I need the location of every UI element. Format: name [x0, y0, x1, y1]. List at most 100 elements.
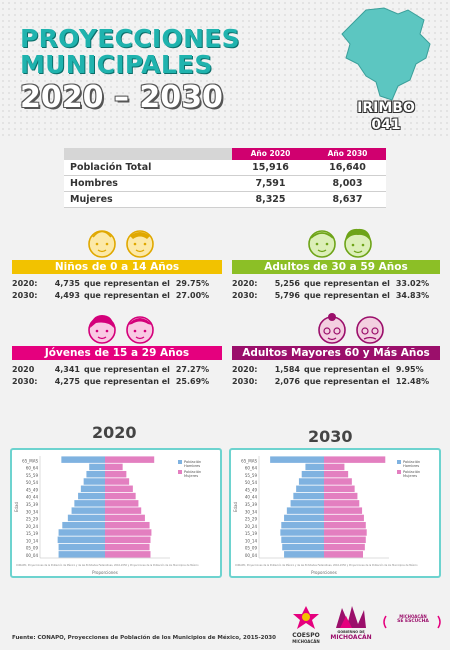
page-title: PROYECCIONES MUNICIPALES 2020 – 2030: [20, 26, 240, 116]
bar-men-50_54: [298, 478, 324, 485]
tick-label-60_64: 60_64: [245, 466, 258, 471]
pyramid-title-2020: 2020: [92, 423, 137, 442]
bar-women-00_04: [105, 551, 151, 558]
bar-women-30_34: [105, 507, 142, 514]
pyramid-chart-2030: Edad 00_04 05_09 10_14 15_19 20_24 25_29 30_34 3…: [229, 448, 441, 578]
bar-men-35_39: [290, 500, 324, 507]
list-item: 2020: 5,256 que representan el 33.02%: [232, 279, 430, 288]
list-item: 2030: 5,796 que representan el 34.83%: [232, 291, 430, 300]
list-item: 2020: 1,584 que representan el 9.95%: [232, 365, 424, 374]
elders-faces-icon: [318, 313, 384, 344]
group-adults: Adultos de 30 a 59 Años 2020: 5,256 que …: [232, 260, 440, 302]
bar-men-10_14: [281, 536, 324, 544]
pyramid-title-2030: 2030: [308, 427, 353, 446]
tick-label-40_44: 40_44: [245, 495, 258, 500]
legend-men: Población: [403, 460, 420, 464]
tick-label-50_54: 50_54: [245, 480, 258, 485]
tick-label-30_34: 30_34: [245, 509, 258, 514]
list-item: 2030: 4,493 que representan el 27.00%: [12, 291, 210, 300]
bar-women-10_14: [105, 536, 151, 544]
bar-women-05_09: [105, 543, 150, 551]
tick-label-35_39: 35_39: [245, 502, 258, 507]
bar-women-35_39: [105, 500, 139, 507]
list-item: 2020: 4,735 que representan el 29.75%: [12, 279, 210, 288]
pyramid-chart-2020: Edad 00_04 05_09 10_14 15_19 20_24 25_29 30_34 3…: [10, 448, 222, 578]
tick-label-00_04: 00_04: [245, 553, 258, 558]
row-label: Población Total: [70, 162, 152, 173]
bar-women-00_04: [324, 551, 363, 558]
bar-women-15_19: [105, 529, 152, 536]
tick-label-50_54: 50_54: [26, 480, 39, 485]
tick-label-15_19: 15_19: [245, 531, 258, 536]
gobierno-michoacan-logo-icon: [336, 606, 366, 628]
tick-label-60_64: 60_64: [26, 466, 39, 471]
list-item: 2030: 4,275 que representan el 25.69%: [12, 377, 210, 386]
tick-label-40_44: 40_44: [26, 495, 39, 500]
legend-women: Población: [184, 470, 201, 474]
tick-label-65_MAS: 65_MAS: [22, 458, 38, 463]
source-footer: Fuente: CONAPO, Proyecciones de Població…: [12, 635, 276, 641]
tick-label-20_24: 20_24: [245, 524, 258, 529]
bar-men-25_29: [67, 514, 105, 522]
row-value-2030: 8,003: [332, 178, 363, 189]
legend-swatch-men: [397, 460, 401, 464]
bar-men-15_19: [280, 529, 324, 536]
bar-men-40_44: [78, 492, 105, 500]
tick-label-55_59: 55_59: [245, 473, 258, 478]
bar-women-55_59: [324, 470, 349, 478]
municipality-label: IRIMBO 041: [336, 100, 436, 134]
row-value-2020: 15,916: [252, 162, 289, 173]
group-title: Adultos Mayores 60 y Más Años: [232, 346, 440, 360]
legend-swatch-women: [178, 470, 182, 474]
bar-women-20_24: [324, 521, 366, 529]
group-kids: Niños de 0 a 14 Años 2020: 4,735 que rep…: [12, 260, 222, 302]
children-faces-icon: [88, 230, 154, 258]
tick-label-05_09: 05_09: [26, 546, 39, 551]
bar-women-45_49: [105, 485, 133, 493]
tick-label-25_29: 25_29: [245, 517, 258, 522]
row-value-2020: 7,591: [255, 178, 286, 189]
bar-women-65_MAS: [324, 456, 386, 463]
bar-women-55_59: [105, 470, 127, 478]
bar-men-60_64: [89, 463, 105, 471]
y-axis-label: Edad: [233, 502, 238, 513]
bar-men-30_34: [286, 507, 324, 514]
bar-women-40_44: [105, 492, 136, 500]
bar-men-25_29: [284, 514, 324, 522]
bar-women-65_MAS: [105, 456, 155, 463]
pyramid-svg-2030: Edad 00_04 05_09 10_14 15_19 20_24 25_29 30_34 3…: [233, 456, 420, 575]
legend-women-2: Mujeres: [184, 474, 198, 478]
tick-label-00_04: 00_04: [26, 553, 39, 558]
tick-label-10_14: 10_14: [245, 538, 258, 543]
youth-faces-icon: [88, 315, 154, 344]
bar-men-65_MAS: [61, 456, 105, 463]
population-table-header: Año 2020 Año 2030: [64, 148, 386, 160]
row-value-2030: 8,637: [332, 194, 363, 205]
coespo-logo-icon: [293, 606, 319, 629]
x-axis-label: Proporciones: [92, 570, 118, 575]
tick-label-30_34: 30_34: [26, 509, 39, 514]
bar-men-55_59: [301, 470, 324, 478]
tick-label-55_59: 55_59: [26, 473, 39, 478]
bar-men-00_04: [58, 551, 105, 558]
bar-women-60_64: [105, 463, 123, 471]
tick-label-15_19: 15_19: [26, 531, 39, 536]
title-years: 2020 – 2030: [20, 80, 223, 115]
title-line-1: PROYECCIONES: [20, 24, 240, 53]
group-title: Adultos de 30 a 59 Años: [232, 260, 440, 274]
michoacan-se-escucha-logo-icon: [383, 615, 441, 629]
table-row: Hombres 7,591 8,003: [64, 176, 386, 192]
tick-label-10_14: 10_14: [26, 538, 39, 543]
adults-faces-icon: [308, 228, 372, 258]
bar-men-10_14: [57, 536, 105, 544]
coespo-logo: COESPO MICHOACÁN: [292, 632, 320, 644]
chart-source-note: CONAPO, Proyecciones de la Población de …: [16, 564, 199, 567]
legend-swatch-men: [178, 460, 182, 464]
tick-label-05_09: 05_09: [245, 546, 258, 551]
bar-women-05_09: [324, 543, 365, 551]
bar-women-30_34: [324, 507, 363, 514]
bar-women-20_24: [105, 521, 150, 529]
header-2020: Año 2020: [232, 148, 309, 160]
tick-label-65_MAS: 65_MAS: [241, 458, 257, 463]
bar-men-40_44: [293, 492, 324, 500]
